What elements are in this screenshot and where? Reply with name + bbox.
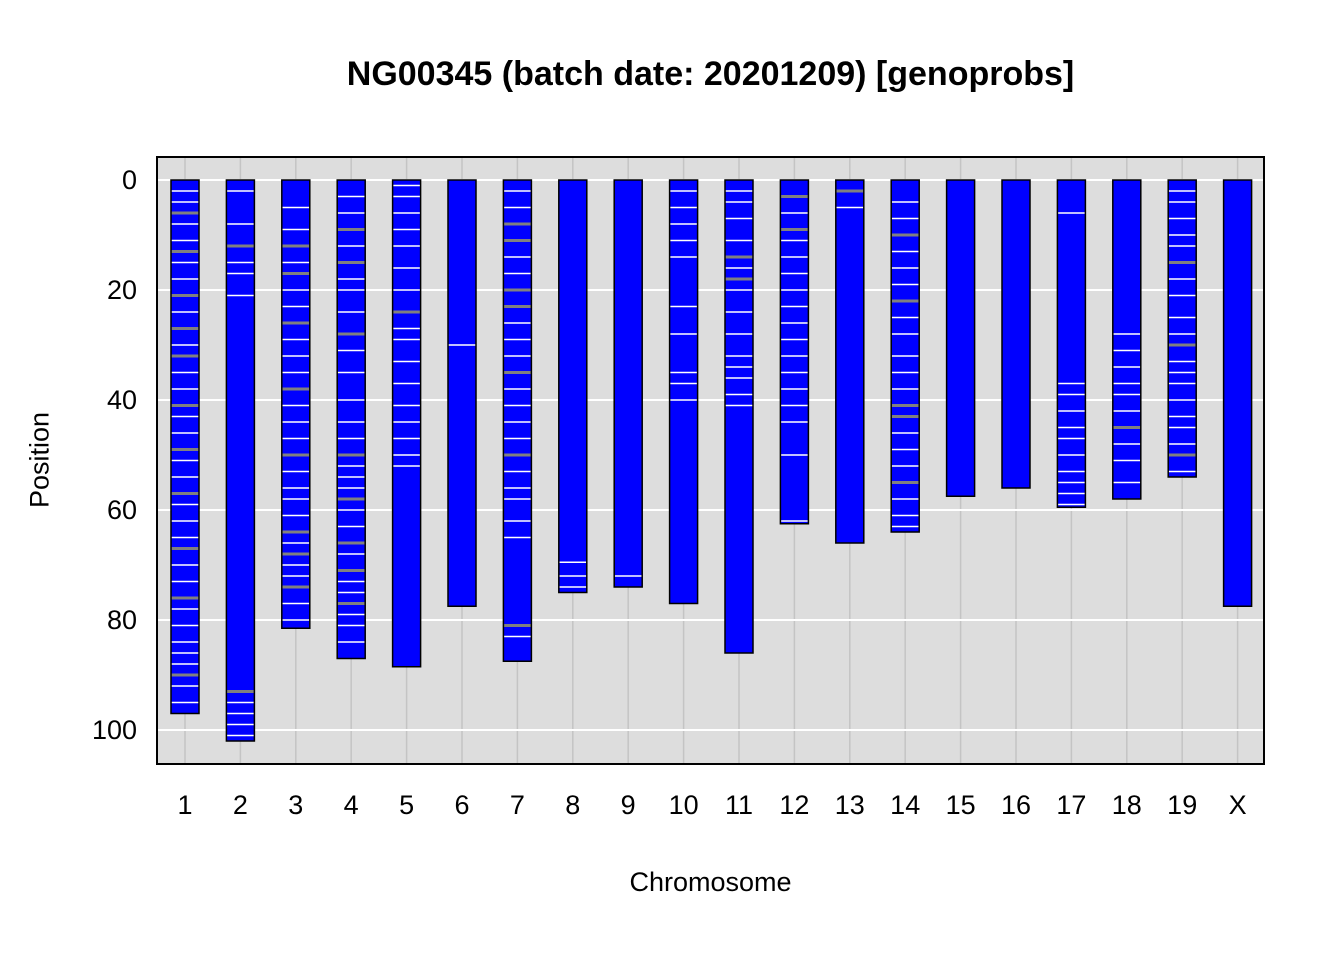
chromosome-outline bbox=[1222, 179, 1253, 607]
x-tick-label: 10 bbox=[669, 790, 699, 820]
chromosome-bar bbox=[1223, 180, 1252, 607]
x-tick-label: 7 bbox=[510, 790, 525, 820]
chromosome-outline bbox=[1001, 179, 1031, 489]
chromosome-outline bbox=[1167, 179, 1197, 478]
chromosome-bar bbox=[448, 180, 476, 607]
chromosome-outline bbox=[613, 179, 643, 588]
chromosome-bar bbox=[1112, 180, 1141, 499]
chromosome-bar bbox=[1002, 180, 1030, 488]
chromosome-bar bbox=[337, 180, 366, 659]
chromosome-bar bbox=[946, 180, 975, 497]
x-tick-label: 13 bbox=[835, 790, 865, 820]
y-tick-label: 40 bbox=[107, 385, 137, 415]
x-tick-label: 14 bbox=[890, 790, 920, 820]
x-tick-label: 2 bbox=[233, 790, 248, 820]
x-tick-label: 4 bbox=[344, 790, 359, 820]
x-tick-label: 3 bbox=[288, 790, 303, 820]
chromosome-bar bbox=[1168, 180, 1197, 477]
x-tick-label: 17 bbox=[1056, 790, 1086, 820]
x-tick-label: 6 bbox=[454, 790, 469, 820]
chromosome-bar bbox=[226, 180, 255, 741]
y-tick-label: 0 bbox=[122, 165, 137, 195]
y-tick-label: 20 bbox=[107, 275, 137, 305]
x-tick-label: 15 bbox=[946, 790, 976, 820]
x-tick-label: 16 bbox=[1001, 790, 1031, 820]
x-tick-label: 18 bbox=[1112, 790, 1142, 820]
y-tick-label: 80 bbox=[107, 605, 137, 635]
x-tick-label: 12 bbox=[779, 790, 809, 820]
chromosome-bar bbox=[558, 180, 587, 593]
chromosome-bar bbox=[392, 180, 421, 667]
chromosome-bar bbox=[1057, 180, 1086, 508]
chromosome-outline bbox=[391, 179, 422, 668]
chromosome-outline bbox=[502, 179, 533, 662]
chromosome-outline bbox=[447, 179, 477, 607]
x-tick-label: X bbox=[1229, 790, 1247, 820]
x-axis-label: Chromosome bbox=[629, 867, 792, 897]
chromosome-outline bbox=[170, 179, 200, 715]
chromosome-outline bbox=[336, 179, 366, 660]
chromosome-outline bbox=[225, 179, 256, 742]
x-tick-label: 11 bbox=[725, 790, 753, 820]
chromosome-outline bbox=[1056, 179, 1087, 508]
chromosome-bar bbox=[725, 180, 753, 653]
chromosome-bar bbox=[503, 180, 532, 662]
x-tick-label: 5 bbox=[399, 790, 414, 820]
chromosome-bar bbox=[614, 180, 643, 587]
chromosome-bar bbox=[669, 180, 698, 604]
x-tick-label: 1 bbox=[177, 790, 192, 820]
x-tick-label: 8 bbox=[565, 790, 580, 820]
y-tick-label: 60 bbox=[107, 495, 137, 525]
x-tick-label: 19 bbox=[1167, 790, 1197, 820]
chromosome-bar bbox=[171, 180, 199, 714]
chromosome-outline bbox=[890, 179, 920, 533]
plot-background bbox=[157, 157, 1264, 764]
chromosome-bar bbox=[780, 180, 809, 524]
chromosome-outline bbox=[1112, 179, 1142, 500]
chromosome-bar bbox=[835, 180, 864, 543]
y-tick-label: 100 bbox=[92, 715, 137, 745]
chromosome-outline bbox=[281, 179, 311, 629]
plot-frame bbox=[156, 156, 1265, 765]
chromosome-outline bbox=[668, 179, 699, 605]
chromosome-outline bbox=[558, 179, 588, 594]
chromosome-outline bbox=[724, 179, 754, 654]
chromosome-outline bbox=[835, 179, 865, 544]
chart-title: NG00345 (batch date: 20201209) [genoprob… bbox=[346, 55, 1075, 93]
chromosome-outline bbox=[779, 179, 810, 525]
x-tick-label: 9 bbox=[621, 790, 636, 820]
chromosome-outline bbox=[945, 179, 976, 497]
